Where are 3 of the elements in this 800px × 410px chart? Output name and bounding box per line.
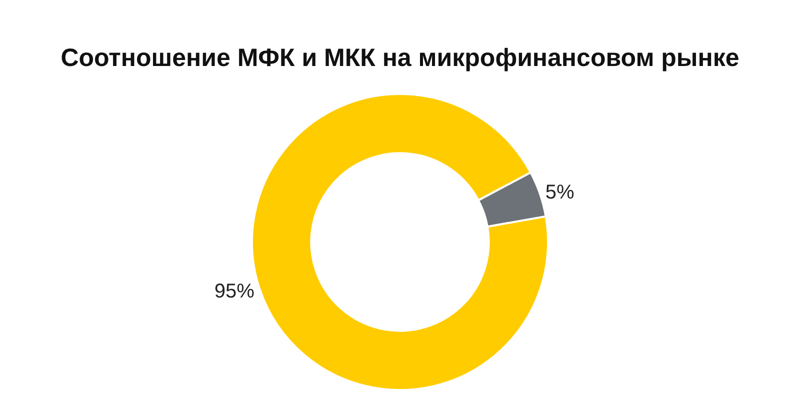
data-label: 95% [214, 280, 255, 302]
chart-title: Соотношение МФК и МКК на микрофинансовом рынке [60, 44, 740, 72]
data-label: 5% [545, 182, 575, 204]
